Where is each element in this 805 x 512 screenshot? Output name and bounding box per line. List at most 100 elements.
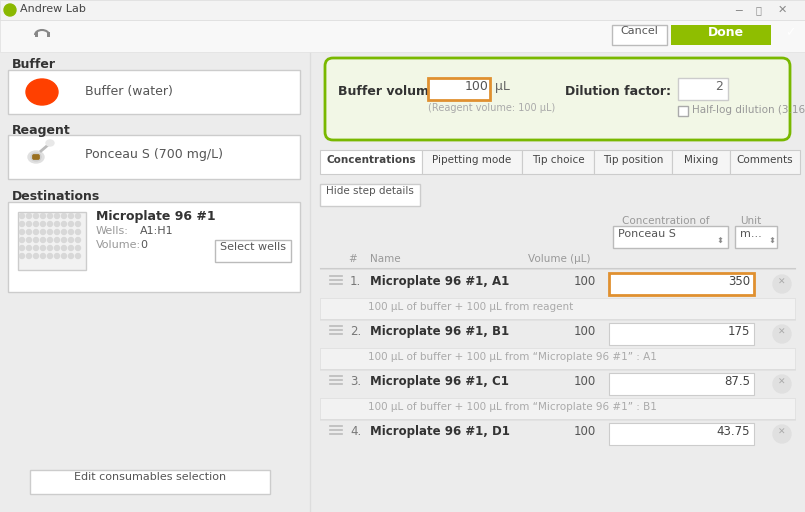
Text: μL: μL [495,80,510,93]
Circle shape [47,253,52,259]
Text: Hide step details: Hide step details [326,186,414,196]
Text: Wells:: Wells: [96,226,129,236]
Bar [320,184,420,206]
Text: 2.: 2. [350,325,361,338]
Bar [735,226,777,248]
Ellipse shape [28,151,44,163]
Circle shape [27,253,31,259]
Circle shape [61,238,67,243]
Circle shape [34,253,39,259]
Bar [215,240,291,262]
Text: 100 μL of buffer + 100 μL from “Microplate 96 #1” : A1: 100 μL of buffer + 100 μL from “Micropla… [368,352,657,362]
Bar [671,25,771,45]
Text: Reagent: Reagent [12,124,71,137]
Bar [428,78,490,100]
Text: Dilution factor:: Dilution factor: [565,85,671,98]
Circle shape [27,222,31,226]
Circle shape [33,157,35,159]
Circle shape [47,222,52,226]
Circle shape [19,214,24,219]
Bar [522,150,594,174]
Circle shape [76,214,80,219]
Text: 175: 175 [728,325,750,338]
Bar [8,202,300,292]
Bar [422,150,522,174]
Text: ✕: ✕ [778,428,786,437]
Circle shape [55,245,60,250]
Text: 350: 350 [728,275,750,288]
Text: Buffer volume:: Buffer volume: [338,85,443,98]
Text: Microplate 96 #1, A1: Microplate 96 #1, A1 [370,275,510,288]
Circle shape [40,214,46,219]
Text: 43.75: 43.75 [716,425,750,438]
Text: Tip position: Tip position [603,155,663,165]
Circle shape [773,425,791,443]
Text: 3.: 3. [350,375,361,388]
Circle shape [47,214,52,219]
Bar [594,150,672,174]
Text: Pipetting mode: Pipetting mode [432,155,512,165]
Bar [678,106,688,116]
Text: 0: 0 [140,240,147,250]
Text: Configuration (2/2): Configuration (2/2) [343,26,461,39]
Circle shape [19,222,24,226]
Text: Ponceau S: Ponceau S [618,229,676,239]
Circle shape [55,238,60,243]
Text: A1:H1: A1:H1 [140,226,174,236]
Text: 87.5: 87.5 [724,375,750,388]
Circle shape [37,157,39,159]
Text: (Reagent volume: 100 μL): (Reagent volume: 100 μL) [428,103,555,113]
Circle shape [55,222,60,226]
Bar [320,298,795,320]
Text: 100: 100 [574,275,596,288]
FancyBboxPatch shape [325,58,790,140]
Bar [730,150,800,174]
Circle shape [61,229,67,234]
Circle shape [27,238,31,243]
Circle shape [19,253,24,259]
Circle shape [40,253,46,259]
Text: Microplate 96 #1, B1: Microplate 96 #1, B1 [370,325,509,338]
Bar [18,212,86,270]
Circle shape [27,229,31,234]
Circle shape [19,245,24,250]
Text: ⬜: ⬜ [756,5,762,15]
Circle shape [19,229,24,234]
Text: Half-log dilution (3.16): Half-log dilution (3.16) [692,105,805,115]
Bar [0,20,805,52]
Text: 4.: 4. [350,425,361,438]
Text: 1.: 1. [350,275,361,288]
Text: m...: m... [740,229,762,239]
Circle shape [61,253,67,259]
Bar [8,135,300,179]
Text: 100: 100 [574,425,596,438]
Text: Concentrations: Concentrations [326,155,416,165]
Text: ✕: ✕ [778,378,786,387]
Ellipse shape [46,140,54,146]
Bar [609,423,754,445]
Circle shape [40,229,46,234]
Text: Andrew Lab: Andrew Lab [20,4,86,14]
Circle shape [773,275,791,293]
Text: Cancel: Cancel [620,26,658,36]
Bar [30,470,270,494]
Circle shape [19,238,24,243]
Bar [609,273,754,295]
Text: 100: 100 [574,375,596,388]
Circle shape [34,229,39,234]
Text: #: # [348,254,357,264]
Bar [320,398,795,420]
Circle shape [68,245,73,250]
Circle shape [35,155,37,157]
Circle shape [68,253,73,259]
Bar [8,70,300,114]
Text: ─: ─ [735,5,741,15]
Text: ✕: ✕ [778,5,787,15]
Text: Microplate 96 #1, C1: Microplate 96 #1, C1 [370,375,509,388]
Circle shape [47,229,52,234]
Bar [613,226,728,248]
Circle shape [4,4,16,16]
Circle shape [34,214,39,219]
Ellipse shape [26,79,58,105]
Bar [35,32,38,37]
